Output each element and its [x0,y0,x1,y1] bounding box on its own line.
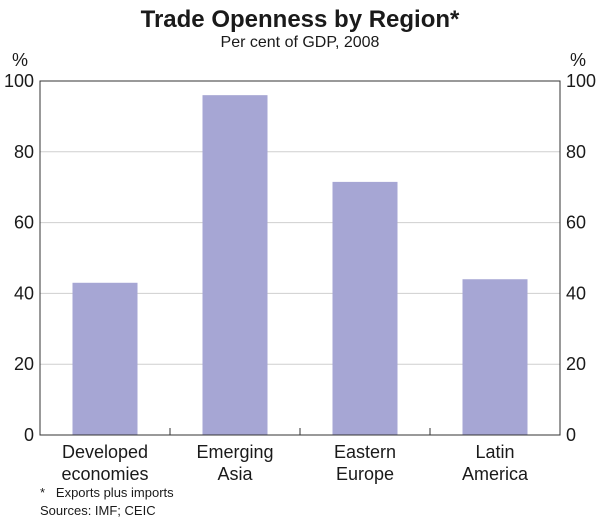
y-tick-left-100: 100 [4,71,34,91]
category-label-line: Europe [336,464,394,484]
category-label-line: economies [61,464,148,484]
y-tick-right-20: 20 [566,354,586,374]
plot-frame [39,80,561,436]
footnote-exports-plus-imports: * Exports plus imports [40,485,174,500]
category-label-2: Eastern Europe [334,442,396,484]
y-tick-right-100: 100 [566,71,596,91]
bar-3 [462,279,528,435]
chart-subtitle: Per cent of GDP, 2008 [221,34,380,51]
y-tick-left-80: 80 [14,142,34,162]
category-label-3: Latin America [462,442,529,484]
bar-2 [332,181,398,435]
category-label-line: America [462,464,529,484]
bar-1 [202,95,268,435]
category-label-line: Asia [217,464,253,484]
chart-title: Trade Openness by Region* [141,6,460,33]
category-label-line: Eastern [334,442,396,462]
category-label-1: Emerging Asia [196,442,273,484]
y-tick-right-0: 0 [566,425,576,445]
bar-0 [72,282,138,435]
footnote-sources: Sources: IMF; CEIC [40,503,156,518]
y-tick-left-40: 40 [14,283,34,303]
y-tick-labels: 0 0 20 20 40 40 60 60 80 80 100 100 [4,71,596,445]
category-label-line: Latin [475,442,514,462]
y-tick-right-40: 40 [566,283,586,303]
y-tick-left-20: 20 [14,354,34,374]
category-label-0: Developed economies [61,442,148,484]
category-labels: Developed economies Emerging Asia Eastern Eur… [61,442,529,484]
y-tick-left-60: 60 [14,213,34,233]
category-label-line: Emerging [196,442,273,462]
y-tick-right-80: 80 [566,142,586,162]
y-axis-unit-left: % [12,50,28,70]
y-tick-right-60: 60 [566,213,586,233]
y-tick-left-0: 0 [24,425,34,445]
y-axis-unit-right: % [570,50,586,70]
bars [72,95,528,435]
category-label-line: Developed [62,442,148,462]
